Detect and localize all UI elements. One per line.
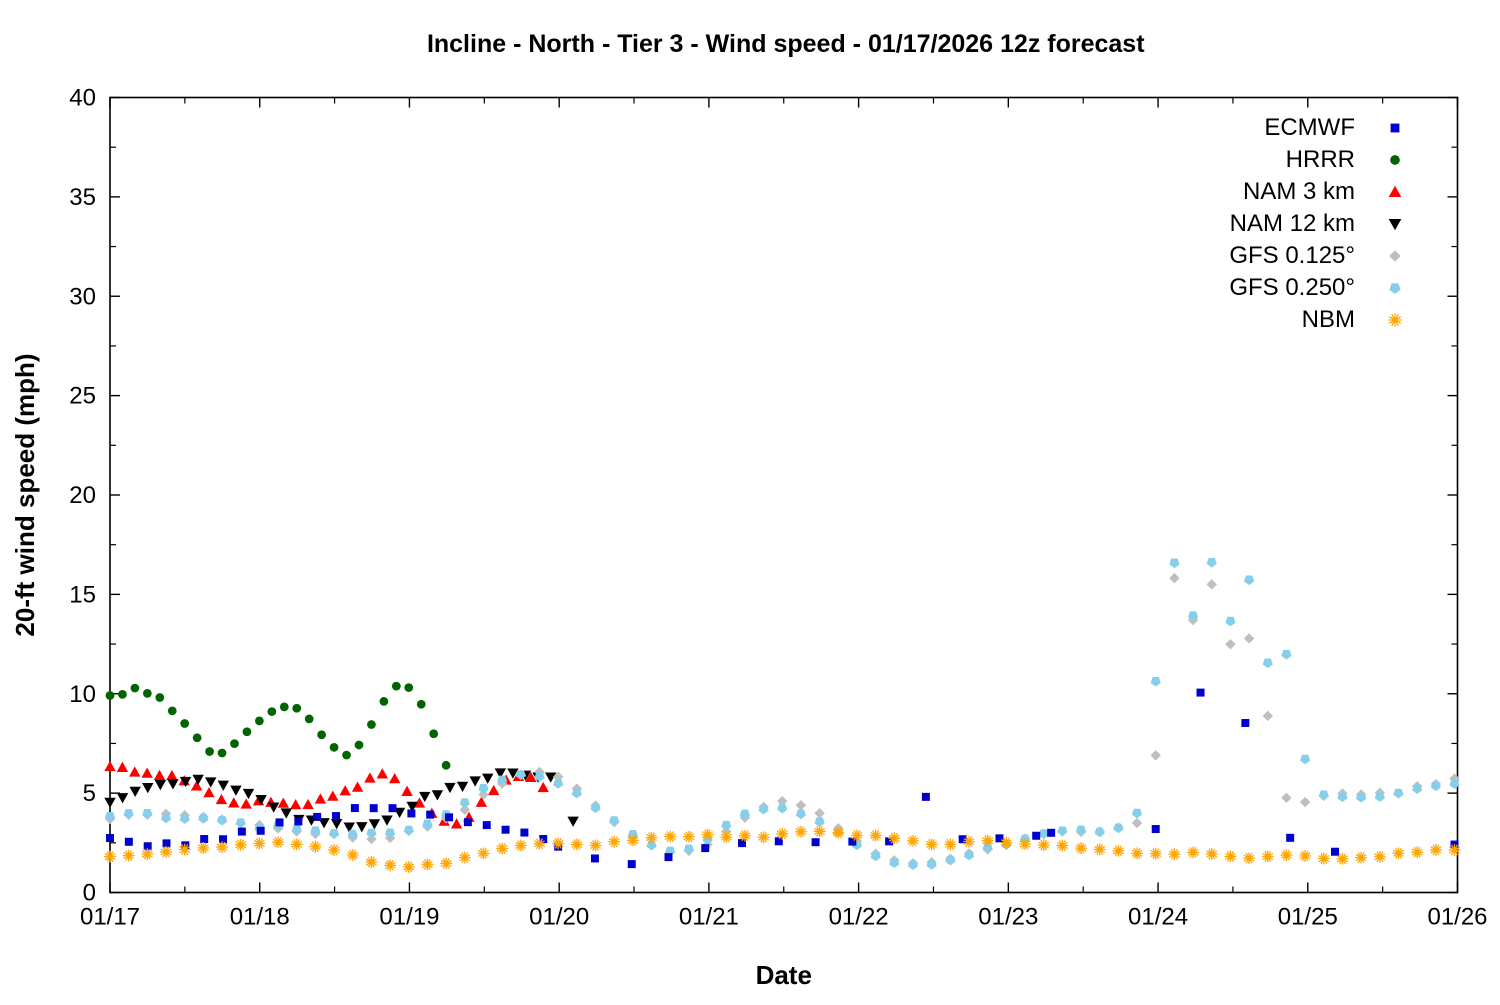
svg-text:Incline - North - Tier 3 - Win: Incline - North - Tier 3 - Wind speed - … [427, 30, 1145, 58]
svg-text:01/23: 01/23 [978, 904, 1038, 931]
svg-text:40: 40 [69, 85, 96, 112]
svg-text:01/21: 01/21 [679, 904, 739, 931]
svg-text:01/22: 01/22 [829, 904, 889, 931]
svg-text:01/17: 01/17 [80, 904, 140, 931]
svg-text:20: 20 [69, 482, 96, 509]
svg-text:HRRR: HRRR [1286, 146, 1355, 173]
svg-text:35: 35 [69, 184, 96, 211]
svg-text:01/20: 01/20 [529, 904, 589, 931]
svg-text:NBM: NBM [1302, 306, 1355, 333]
svg-text:GFS 0.250°: GFS 0.250° [1229, 274, 1355, 301]
svg-text:30: 30 [69, 283, 96, 310]
svg-text:NAM 12 km: NAM 12 km [1230, 210, 1355, 237]
svg-text:01/24: 01/24 [1128, 904, 1188, 931]
svg-text:0: 0 [83, 880, 96, 907]
svg-text:10: 10 [69, 681, 96, 708]
svg-text:01/25: 01/25 [1278, 904, 1338, 931]
svg-text:15: 15 [69, 581, 96, 608]
svg-text:5: 5 [83, 780, 96, 807]
svg-text:01/26: 01/26 [1427, 904, 1487, 931]
svg-text:Date: Date [756, 960, 812, 990]
svg-text:01/19: 01/19 [379, 904, 439, 931]
svg-text:25: 25 [69, 383, 96, 410]
svg-text:GFS 0.125°: GFS 0.125° [1229, 242, 1355, 269]
svg-text:NAM 3 km: NAM 3 km [1243, 178, 1355, 205]
svg-text:20-ft wind speed (mph): 20-ft wind speed (mph) [10, 353, 40, 636]
svg-text:01/18: 01/18 [230, 904, 290, 931]
svg-text:ECMWF: ECMWF [1264, 114, 1355, 141]
